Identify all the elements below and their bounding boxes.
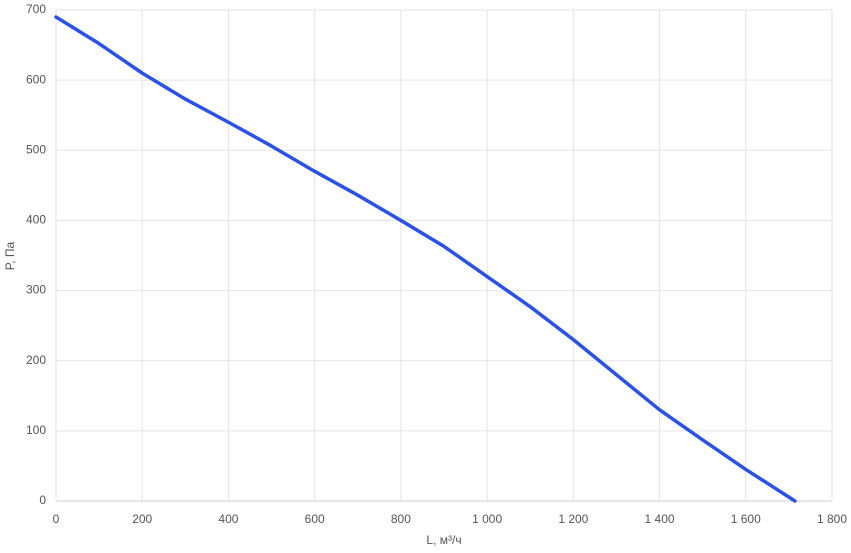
x-tick-label: 1 400 [645,512,675,526]
y-tick-label: 100 [26,423,46,437]
x-tick-label: 0 [53,512,60,526]
x-tick-label: 400 [218,512,238,526]
y-tick-label: 200 [26,353,46,367]
x-tick-label: 200 [132,512,152,526]
x-tick-label: 1 600 [731,512,761,526]
y-tick-label: 700 [26,2,46,16]
y-tick-label: 300 [26,283,46,297]
x-tick-label: 1 200 [558,512,588,526]
x-tick-label: 1 800 [817,512,847,526]
x-tick-label: 1 000 [472,512,502,526]
y-tick-label: 500 [26,142,46,156]
x-axis-title: L, м³/ч [426,533,461,547]
y-tick-label: 400 [26,213,46,227]
y-tick-label: 600 [26,72,46,86]
y-tick-label: 0 [39,493,46,507]
series-line [54,15,797,503]
x-tick-label: 800 [391,512,411,526]
x-tick-label: 600 [305,512,325,526]
y-axis-title: P, Па [3,241,17,270]
